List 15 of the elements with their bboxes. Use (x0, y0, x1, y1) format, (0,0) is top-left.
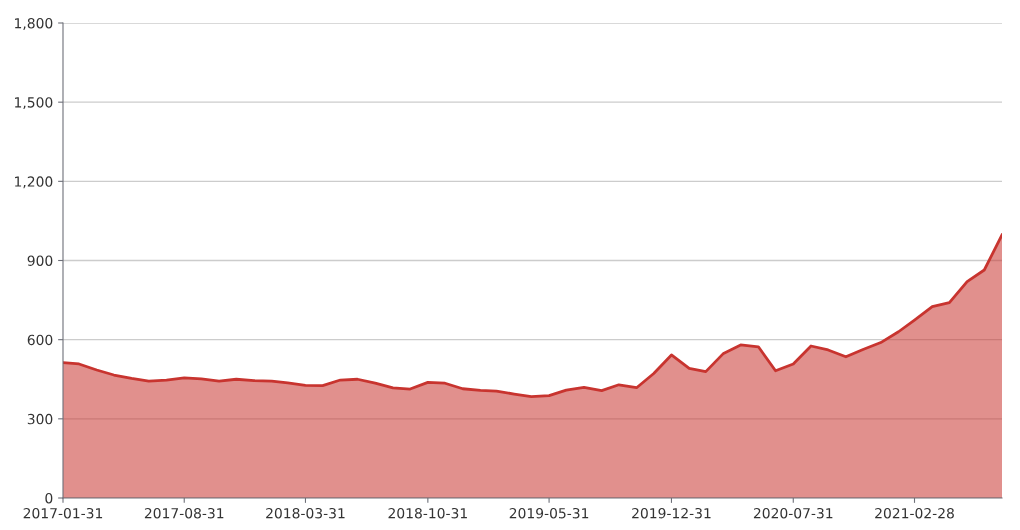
x-tick-label: 2017-01-31 (23, 507, 103, 519)
y-tick-label: 900 (27, 255, 53, 266)
y-tick-label: 1,800 (15, 17, 53, 30)
y-tick-label: 1,200 (15, 176, 53, 189)
y-tick-label: 300 (27, 413, 53, 425)
y-tick-label: 0 (45, 492, 53, 504)
x-tick-label: 2019-05-31 (509, 507, 589, 519)
y-tick-label: 600 (27, 334, 53, 346)
x-tick-label: 2017-08-31 (144, 507, 224, 519)
x-tick-label: 2018-03-31 (266, 507, 345, 519)
x-tick-label: 2020-07-31 (753, 507, 833, 519)
x-tick-label: 2019-12-31 (632, 507, 711, 519)
y-tick-label: 1,500 (15, 97, 53, 110)
x-tick-label: 2018-10-31 (388, 507, 467, 519)
x-tick-label: 2021-02-28 (875, 507, 954, 519)
